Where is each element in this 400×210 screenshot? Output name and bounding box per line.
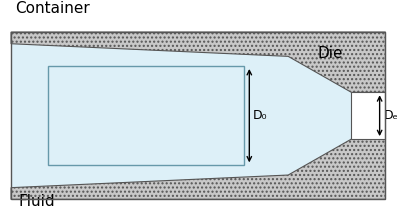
Text: Die: Die — [317, 46, 343, 61]
Bar — [352, 92, 386, 139]
Text: Dₑ: Dₑ — [384, 109, 398, 122]
Bar — [11, 32, 386, 199]
Text: Container: Container — [15, 1, 90, 16]
Polygon shape — [11, 139, 386, 199]
Polygon shape — [11, 32, 386, 92]
Text: Fluid: Fluid — [19, 194, 56, 209]
Polygon shape — [11, 44, 352, 188]
Text: D₀: D₀ — [253, 109, 268, 122]
Text: Billet: Billet — [68, 108, 106, 123]
Bar — [48, 66, 244, 165]
